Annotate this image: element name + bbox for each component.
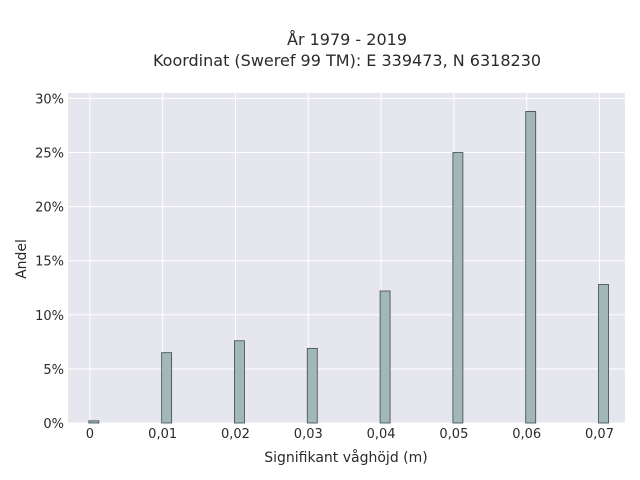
x-tick-label: 0,06: [512, 427, 541, 442]
y-tick-label: 20%: [35, 201, 64, 216]
bar: [452, 152, 464, 424]
y-tick-label: 30%: [35, 92, 64, 107]
bar: [306, 347, 318, 424]
x-tick-label: 0,07: [585, 427, 614, 442]
bar: [379, 290, 391, 424]
bars: [88, 110, 609, 424]
x-axis-label: Signifikant våghöjd (m): [264, 449, 427, 466]
x-tick-label: 0,04: [367, 427, 396, 442]
y-tick-label: 10%: [35, 309, 64, 324]
chart-subtitle: Koordinat (Sweref 99 TM): E 339473, N 63…: [153, 51, 541, 70]
x-tick-label: 0,03: [294, 427, 323, 442]
y-axis-label: Andel: [14, 239, 30, 279]
y-tick-label: 15%: [35, 255, 64, 270]
bar: [234, 340, 245, 424]
x-tick-label: 0,05: [439, 427, 468, 442]
x-tick-labels: 0 0,01 0,02 0,03 0,04 0,05 0,06 0,07: [86, 427, 614, 442]
x-tick-label: 0: [86, 427, 94, 442]
bar: [161, 352, 173, 424]
y-tick-label: 25%: [35, 147, 64, 162]
y-tick-label: 5%: [43, 363, 64, 378]
y-tick-labels: 0% 5% 10% 15% 20% 25% 30%: [35, 92, 64, 432]
y-tick-label: 0%: [43, 417, 64, 432]
x-tick-label: 0,02: [221, 427, 250, 442]
bar: [88, 420, 100, 424]
bar: [598, 284, 609, 424]
plot-area: [68, 93, 625, 423]
x-tick-label: 0,01: [148, 427, 177, 442]
chart-title: År 1979 - 2019: [287, 30, 407, 49]
bar: [525, 110, 537, 424]
